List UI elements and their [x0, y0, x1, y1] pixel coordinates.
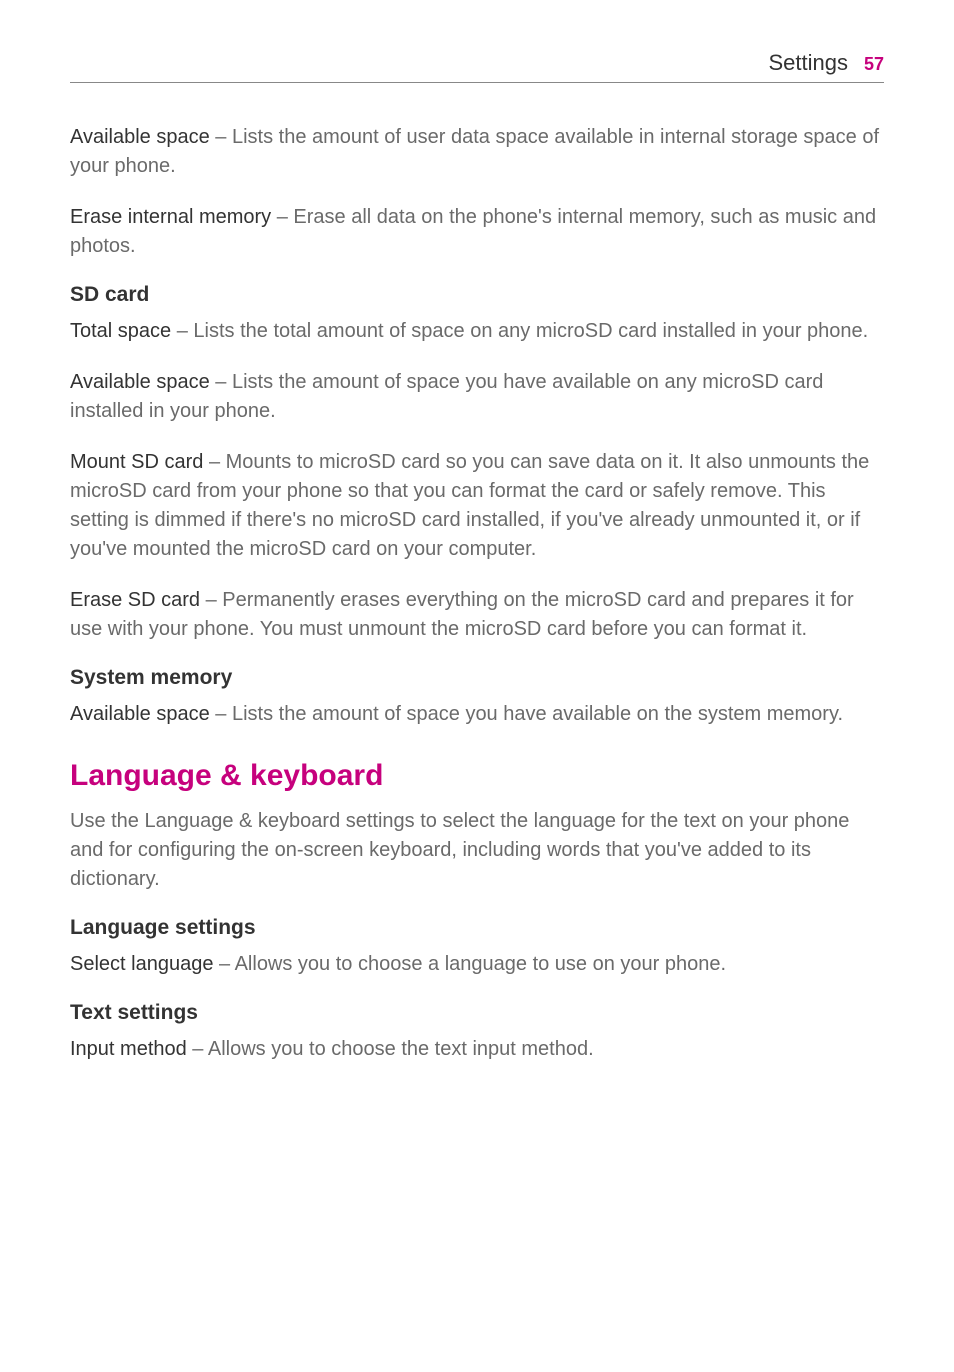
section-title: Settings [768, 50, 848, 76]
definition-text: – Allows you to choose a language to use… [213, 953, 726, 975]
body-paragraph: Use the Language & keyboard settings to … [70, 807, 884, 894]
definition-term: Erase internal memory [70, 206, 271, 228]
definition-term: Select language [70, 953, 213, 975]
body-paragraph: Total space – Lists the total amount of … [70, 317, 884, 346]
section-heading: Language & keyboard [70, 759, 884, 793]
subsection-heading: SD card [70, 283, 884, 307]
definition-term: Erase SD card [70, 589, 200, 611]
body-paragraph: Erase internal memory – Erase all data o… [70, 203, 884, 261]
definition-term: Input method [70, 1038, 187, 1060]
definition-term: Mount SD card [70, 451, 203, 473]
definition-text: – Lists the total amount of space on any… [171, 320, 868, 342]
definition-text: – Lists the amount of space you have ava… [210, 703, 843, 725]
subsection-heading: Language settings [70, 916, 884, 940]
subsection-heading: System memory [70, 666, 884, 690]
definition-term: Available space [70, 703, 210, 725]
definition-term: Available space [70, 126, 210, 148]
body-paragraph: Select language – Allows you to choose a… [70, 950, 884, 979]
body-paragraph: Input method – Allows you to choose the … [70, 1035, 884, 1064]
body-paragraph: Mount SD card – Mounts to microSD card s… [70, 448, 884, 564]
body-paragraph: Available space – Lists the amount of us… [70, 123, 884, 181]
definition-text: Use the Language & keyboard settings to … [70, 810, 849, 890]
definition-text: – Allows you to choose the text input me… [187, 1038, 594, 1060]
page-number: 57 [864, 54, 884, 75]
body-paragraph: Available space – Lists the amount of sp… [70, 700, 884, 729]
body-paragraph: Erase SD card – Permanently erases every… [70, 586, 884, 644]
body-paragraph: Available space – Lists the amount of sp… [70, 368, 884, 426]
subsection-heading: Text settings [70, 1001, 884, 1025]
definition-term: Available space [70, 371, 210, 393]
definition-term: Total space [70, 320, 171, 342]
page-content: Available space – Lists the amount of us… [70, 123, 884, 1064]
page-header: Settings 57 [70, 50, 884, 83]
